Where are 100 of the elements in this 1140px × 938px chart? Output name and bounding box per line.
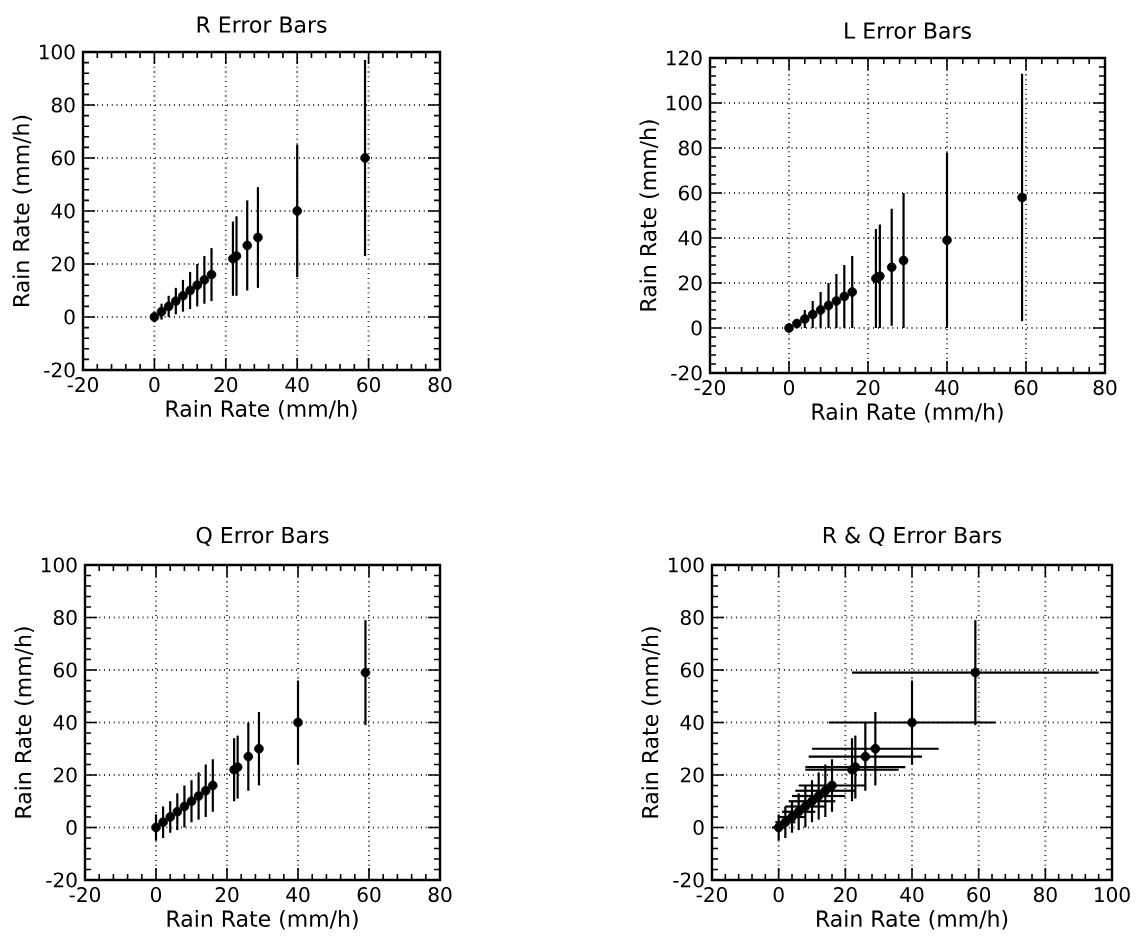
y-tick-label: -20 [673, 872, 704, 888]
point [860, 751, 871, 762]
x-tick-label: 20 [834, 887, 857, 903]
x-tick-label: 40 [286, 887, 310, 903]
point [292, 206, 303, 216]
point [254, 743, 264, 754]
x-tick-label: 80 [1093, 380, 1117, 396]
y-tick-label: 40 [53, 714, 77, 731]
x-axis-title: Rain Rate (mm/h) [166, 399, 357, 420]
y-tick-label: 100 [39, 44, 75, 60]
x-tick-label: 0 [149, 377, 160, 393]
point [800, 314, 810, 324]
y-tick-label: 0 [64, 309, 75, 325]
point [827, 780, 837, 791]
point [206, 269, 217, 280]
y-tick-label: 100 [666, 95, 702, 111]
y-tick-label: 20 [680, 767, 704, 783]
point [200, 785, 211, 796]
point [293, 717, 303, 728]
point [898, 255, 909, 266]
point [192, 280, 203, 290]
point [820, 785, 831, 796]
chart-title: R & Q Error Bars [823, 526, 1002, 546]
y-tick-label: 80 [680, 609, 704, 626]
point [208, 780, 218, 791]
x-tick-label: 80 [428, 377, 452, 393]
point [831, 296, 842, 306]
y-tick-label: 120 [666, 50, 702, 66]
y-axis-title: Rain Rate (mm/h) [639, 120, 660, 311]
x-tick-label: 60 [967, 887, 991, 903]
y-tick-label: -20 [671, 365, 702, 381]
point [970, 667, 981, 678]
y-tick-label: -20 [46, 872, 77, 888]
x-tick-label: 0 [773, 887, 784, 903]
point [179, 801, 190, 812]
x-tick-label: 40 [285, 377, 309, 393]
y-axis-title: Rain Rate (mm/h) [641, 627, 662, 818]
x-axis-title: Rain Rate (mm/h) [812, 402, 1003, 423]
y-tick-label: 80 [678, 140, 702, 156]
point [870, 743, 881, 754]
y-tick-label: 40 [678, 230, 702, 246]
chart-title: L Error Bars [845, 22, 971, 39]
point [158, 817, 168, 828]
y-axis-title: Rain Rate (mm/h) [12, 115, 33, 306]
x-tick-label: 40 [900, 887, 924, 903]
point [839, 291, 850, 302]
point [813, 791, 824, 801]
point [178, 291, 188, 301]
x-tick-label: 80 [1033, 887, 1057, 903]
y-tick-label: 100 [41, 557, 77, 573]
y-tick-label: 40 [51, 203, 75, 219]
y-tick-label: 20 [51, 256, 75, 272]
x-axis-title: Rain Rate (mm/h) [167, 909, 358, 930]
y-tick-label: 20 [53, 767, 77, 783]
point [847, 287, 858, 297]
y-tick-label: 0 [66, 819, 77, 836]
x-tick-label: 100 [1095, 887, 1130, 903]
point [907, 717, 917, 728]
y-tick-label: 0 [691, 320, 702, 336]
y-tick-label: 100 [668, 557, 704, 573]
point [807, 796, 817, 807]
point [171, 296, 181, 306]
point [242, 240, 253, 251]
point [815, 305, 826, 315]
point [253, 232, 263, 243]
point [360, 667, 371, 678]
point [360, 153, 370, 163]
x-tick-label: 60 [1014, 380, 1038, 396]
y-tick-label: 60 [680, 662, 704, 678]
y-tick-label: 60 [53, 662, 77, 678]
point [1017, 192, 1027, 203]
chart-title: Q Error Bars [196, 526, 329, 546]
point [850, 762, 861, 772]
point [186, 796, 197, 807]
point [807, 309, 818, 320]
x-tick-label: 20 [215, 887, 239, 903]
x-tick-label: 40 [935, 380, 959, 396]
y-tick-label: 80 [51, 97, 75, 113]
y-tick-label: 0 [693, 819, 704, 836]
x-tick-label: 60 [357, 377, 381, 393]
point [165, 812, 176, 822]
point [185, 285, 195, 296]
point [800, 801, 811, 812]
x-tick-label: 80 [428, 887, 452, 903]
x-tick-label: 0 [150, 887, 162, 903]
point [823, 300, 834, 311]
point [942, 235, 952, 246]
y-tick-label: -20 [44, 362, 75, 378]
x-axis-title: Rain Rate (mm/h) [817, 909, 1008, 930]
x-tick-label: 20 [214, 377, 238, 393]
point [193, 791, 204, 801]
x-tick-label: 0 [783, 380, 795, 396]
y-tick-label: 60 [51, 150, 75, 166]
y-tick-label: 20 [678, 275, 702, 291]
y-tick-label: 80 [53, 609, 77, 626]
chart-title: R Error Bars [197, 16, 327, 33]
point [243, 751, 254, 762]
point [886, 262, 897, 273]
x-tick-label: 60 [357, 887, 381, 903]
x-tick-label: 20 [856, 380, 880, 396]
